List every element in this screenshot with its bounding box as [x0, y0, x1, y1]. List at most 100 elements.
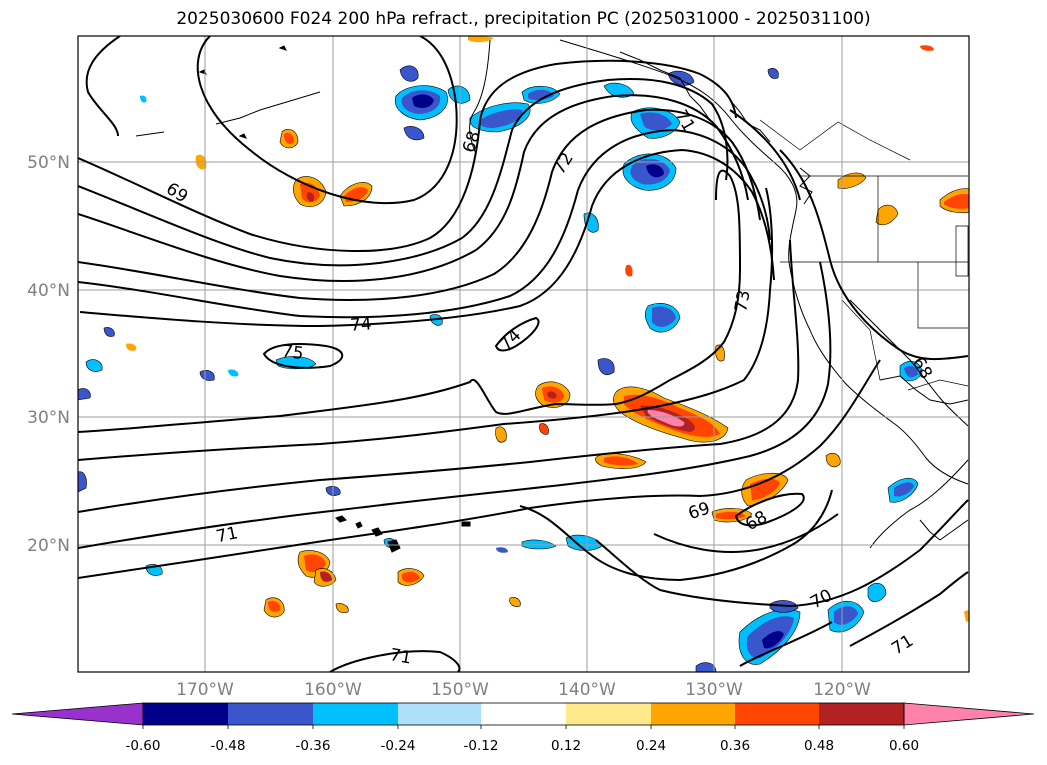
gridlines: [78, 36, 969, 672]
contour-line: [78, 187, 774, 461]
coastline: [559, 39, 969, 485]
border: [917, 262, 968, 329]
precip-blob: [652, 306, 676, 327]
contour-line: [519, 489, 833, 582]
lat-label-50n: 50°N: [27, 153, 70, 173]
contour-line: [78, 359, 881, 579]
colorbar-ticks: [142, 725, 905, 729]
lon-label-150w: 150°W: [431, 680, 489, 700]
precip-blob: [78, 388, 91, 401]
precip-blob: [597, 358, 615, 375]
precip-blob: [767, 68, 779, 79]
colorbar-tick-label: 0.48: [804, 738, 834, 754]
precip-blob: [468, 36, 494, 43]
precip-blob: [320, 571, 332, 582]
contour-line: [595, 499, 969, 608]
contour-label: 71: [888, 631, 917, 659]
colorbar-tick-label: 0.60: [889, 738, 919, 754]
precip-blob: [867, 582, 887, 603]
contour-line: [734, 492, 805, 527]
colorbar-tick-label: -0.12: [464, 738, 499, 754]
precip-blob: [447, 85, 471, 104]
precip-blob: [103, 327, 115, 337]
precip-blob: [496, 547, 508, 553]
coastline: [619, 51, 711, 121]
contour-label: 74: [349, 314, 372, 335]
precip-blob: [834, 606, 858, 625]
contour-line: [849, 571, 969, 647]
precip-blob: [646, 164, 664, 178]
map-plot-area: [78, 36, 969, 672]
coastline: [939, 519, 969, 541]
contour-line: [78, 261, 832, 549]
lat-label-30n: 30°N: [27, 408, 70, 428]
precip-blob: [875, 204, 899, 226]
precip-blob: [509, 597, 521, 607]
precip-blob: [268, 600, 281, 612]
precip-blob: [825, 452, 841, 468]
contour-line: [78, 108, 761, 301]
island: [278, 45, 287, 51]
lon-label-120w: 120°W: [813, 680, 871, 700]
precip-blob: [199, 370, 215, 381]
colorbar-tick-label: -0.48: [211, 738, 246, 754]
contour-line: [494, 316, 540, 352]
colorbar-tick-label: 0.36: [720, 738, 750, 754]
lon-labels: 170°W 160°W 150°W 140°W 130°W 120°W: [176, 680, 871, 700]
contour-label: 75: [281, 341, 305, 364]
precip-blob: [837, 172, 867, 189]
lon-label-160w: 160°W: [304, 680, 362, 700]
precip-blob: [126, 343, 137, 351]
lat-labels: 50°N 40°N 30°N 20°N: [27, 153, 70, 556]
lon-label-140w: 140°W: [558, 680, 616, 700]
coastline: [869, 459, 969, 549]
precip-blob: [762, 631, 784, 649]
contour-line: [196, 36, 458, 205]
lon-label-130w: 130°W: [685, 680, 743, 700]
precip-blob: [228, 369, 239, 377]
precip-blob: [539, 423, 549, 435]
contour-line: [729, 109, 801, 201]
contour-line: [78, 169, 742, 433]
contour-label: 71: [214, 523, 239, 547]
precip-blob: [521, 539, 557, 550]
precip-blob: [603, 82, 635, 98]
island: [335, 515, 347, 523]
island: [461, 521, 471, 527]
contour-label: 73: [731, 289, 754, 314]
coastline: [469, 39, 491, 155]
border: [907, 379, 969, 391]
border: [841, 299, 881, 381]
colorbar-tick-labels: -0.60 -0.48 -0.36 -0.24 -0.12 0.12 0.24 …: [126, 738, 920, 754]
colorbar-extend-high: [903, 702, 1035, 726]
lat-label-20n: 20°N: [27, 536, 70, 556]
precip-blob: [495, 426, 507, 443]
island: [387, 539, 401, 553]
precip-blob: [904, 366, 918, 378]
colorbar-tick-label: -0.60: [126, 738, 161, 754]
island: [355, 521, 363, 529]
precip-blob: [402, 571, 420, 583]
contour-line: [78, 59, 737, 252]
contour-line: [78, 128, 771, 319]
precip-blob: [78, 471, 87, 493]
contour-label: 71: [388, 645, 413, 668]
contour-line: [779, 149, 969, 361]
precip-blob: [140, 95, 147, 103]
colorbar-segment: [398, 703, 481, 725]
colorbar-segment: [228, 703, 313, 725]
colorbar-extend-low: [11, 702, 144, 726]
colorbar-tick-label: -0.36: [296, 738, 331, 754]
map-title: 2025030600 F024 200 hPa refract., precip…: [176, 9, 871, 29]
precip-blob: [547, 391, 557, 399]
precip-blob: [335, 603, 349, 614]
lat-label-40n: 40°N: [27, 281, 70, 301]
colorbar-tick-label: 0.24: [636, 738, 666, 754]
contour-line: [85, 36, 121, 137]
contour-line: [79, 148, 775, 328]
contour-label: 69: [162, 179, 191, 207]
precip-blob: [944, 194, 969, 209]
precip-blob: [920, 45, 934, 51]
colorbar-tick-label: 0.12: [551, 738, 581, 754]
